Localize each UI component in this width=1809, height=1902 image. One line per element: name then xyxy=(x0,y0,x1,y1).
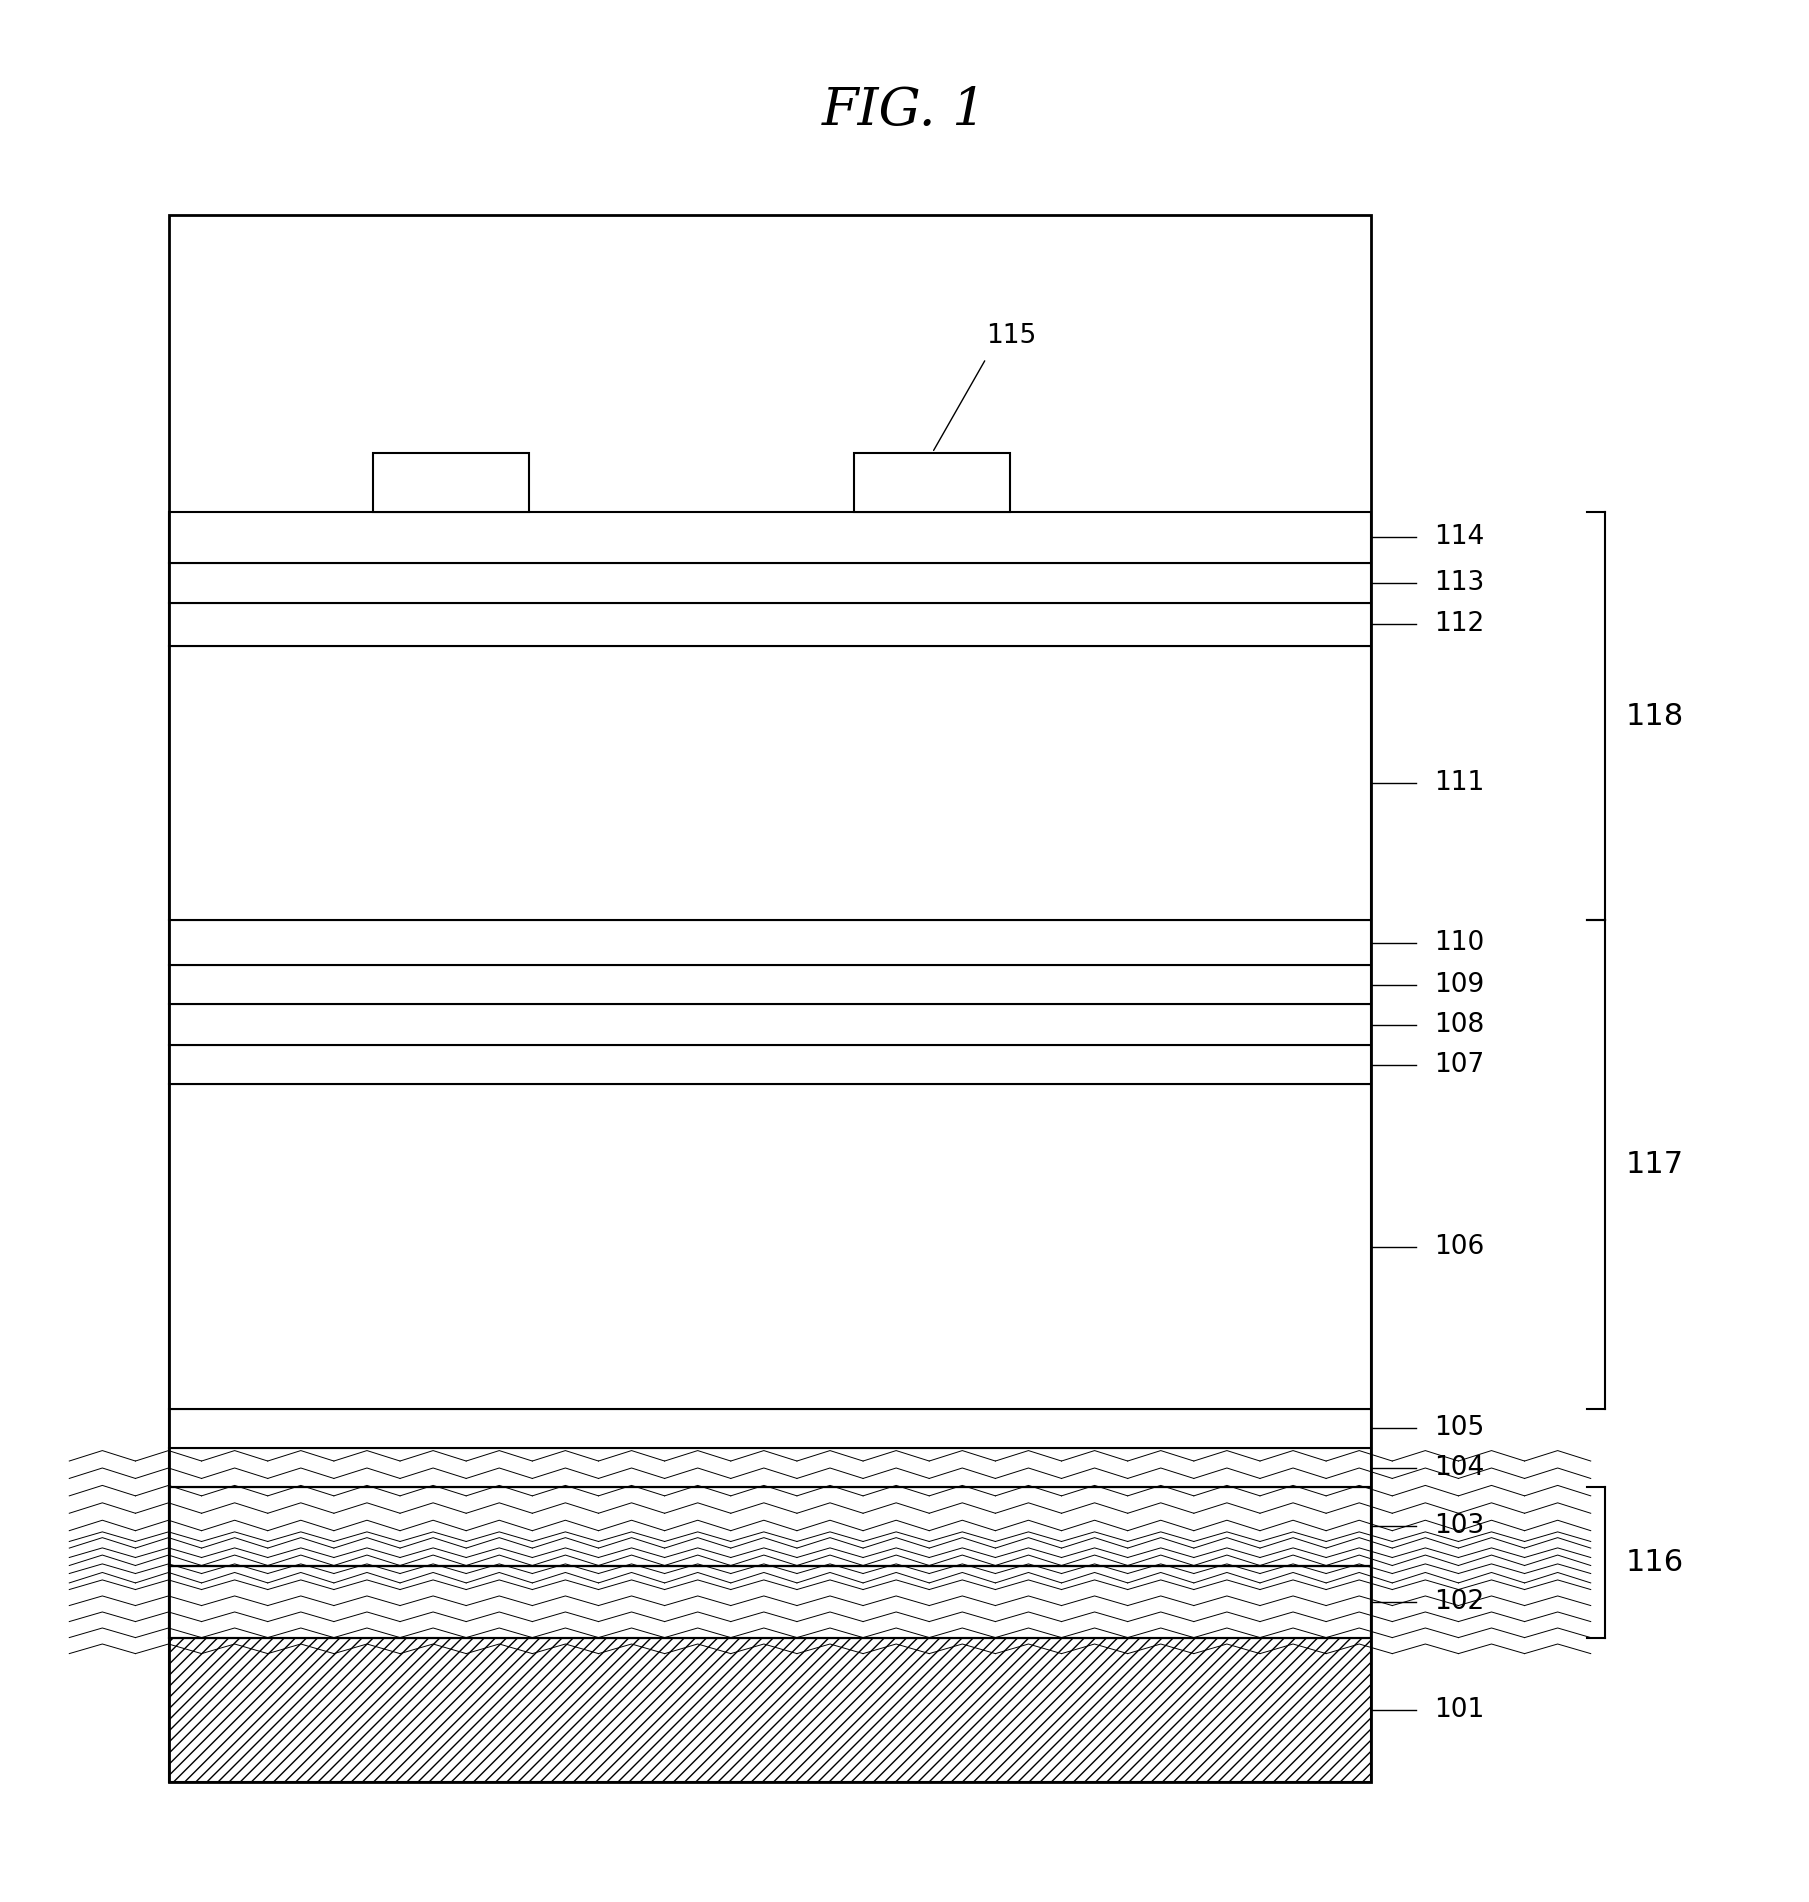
Text: 109: 109 xyxy=(1435,972,1485,999)
Text: 106: 106 xyxy=(1435,1234,1485,1259)
Bar xyxy=(168,512,1371,563)
Bar xyxy=(168,1046,1371,1084)
Text: FIG. 1: FIG. 1 xyxy=(821,86,988,137)
Bar xyxy=(854,453,1011,512)
Bar xyxy=(168,603,1371,645)
Bar xyxy=(168,1447,1371,1487)
Bar xyxy=(168,1487,1371,1565)
Text: 108: 108 xyxy=(1435,1012,1485,1038)
Text: 113: 113 xyxy=(1435,571,1485,595)
Text: 117: 117 xyxy=(1626,1151,1684,1179)
Text: 107: 107 xyxy=(1435,1052,1485,1078)
Text: 112: 112 xyxy=(1435,611,1485,637)
Bar xyxy=(168,966,1371,1004)
Text: 105: 105 xyxy=(1435,1415,1485,1442)
Text: 116: 116 xyxy=(1626,1548,1684,1577)
Bar xyxy=(168,563,1371,603)
Bar xyxy=(168,1084,1371,1409)
Text: 102: 102 xyxy=(1435,1588,1485,1615)
Text: 115: 115 xyxy=(986,323,1037,348)
Text: 111: 111 xyxy=(1435,770,1485,795)
Text: 118: 118 xyxy=(1626,702,1684,730)
Bar xyxy=(168,1409,1371,1447)
Text: 103: 103 xyxy=(1435,1514,1485,1539)
Text: 101: 101 xyxy=(1435,1697,1485,1723)
Bar xyxy=(168,1565,1371,1638)
Text: 114: 114 xyxy=(1435,525,1485,550)
Bar xyxy=(168,215,1371,1782)
Bar xyxy=(168,1638,1371,1782)
Bar xyxy=(168,1004,1371,1046)
Bar xyxy=(168,1487,1371,1565)
Text: 110: 110 xyxy=(1435,930,1485,955)
Bar xyxy=(168,1565,1371,1638)
Bar xyxy=(168,645,1371,921)
Text: 104: 104 xyxy=(1435,1455,1485,1480)
Bar xyxy=(168,921,1371,966)
Bar xyxy=(373,453,530,512)
